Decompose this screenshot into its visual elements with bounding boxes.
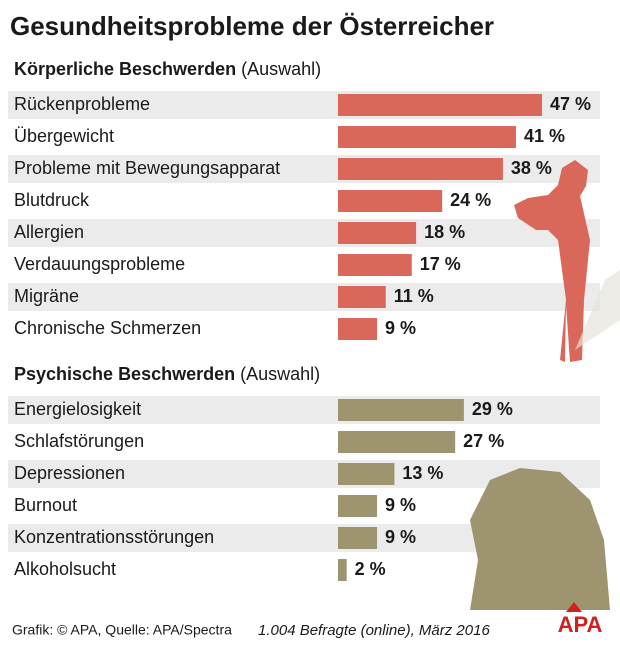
logo: APA <box>558 612 603 637</box>
value-label: 27 % <box>463 431 504 451</box>
chart-subtitle: Psychische Beschwerden (Auswahl) <box>14 364 320 384</box>
subtitle-bold: Psychische Beschwerden <box>14 364 235 384</box>
subtitle-suffix: (Auswahl) <box>236 59 321 79</box>
bar <box>338 126 516 148</box>
category-label: Energielosigkeit <box>14 399 141 419</box>
row-band <box>8 283 600 311</box>
category-label: Burnout <box>14 495 77 515</box>
bar <box>338 254 412 276</box>
value-label: 9 % <box>385 318 416 338</box>
subtitle-suffix: (Auswahl) <box>235 364 320 384</box>
shadow <box>575 270 620 350</box>
bar <box>338 94 542 116</box>
value-label: 38 % <box>511 158 552 178</box>
value-label: 18 % <box>424 222 465 242</box>
row-band <box>8 396 600 424</box>
category-label: Depressionen <box>14 463 125 483</box>
value-label: 47 % <box>550 94 591 114</box>
value-label: 17 % <box>420 254 461 274</box>
logo-mark <box>566 602 582 612</box>
person-silhouette <box>514 160 590 362</box>
value-label: 24 % <box>450 190 491 210</box>
bar <box>338 463 395 485</box>
bar <box>338 158 503 180</box>
source: Grafik: © APA, Quelle: APA/Spectra <box>12 622 232 638</box>
category-label: Probleme mit Bewegungsapparat <box>14 158 280 178</box>
category-label: Verdauungsprobleme <box>14 254 185 274</box>
chart-subtitle: Körperliche Beschwerden (Auswahl) <box>14 59 321 79</box>
value-label: 11 % <box>394 286 434 306</box>
category-label: Übergewicht <box>14 126 114 146</box>
category-label: Schlafstörungen <box>14 431 144 451</box>
bar <box>338 495 378 517</box>
row-band <box>8 219 600 247</box>
category-label: Chronische Schmerzen <box>14 318 201 338</box>
value-label: 2 % <box>355 559 386 579</box>
subtitle-bold: Körperliche Beschwerden <box>14 59 236 79</box>
category-label: Alkoholsucht <box>14 559 116 579</box>
category-label: Migräne <box>14 286 79 306</box>
note: 1.004 Befragte (online), März 2016 <box>258 622 490 639</box>
bar <box>338 222 417 244</box>
bar <box>338 431 456 453</box>
bar <box>338 527 378 549</box>
value-label: 9 % <box>385 495 416 515</box>
page-title: Gesundheitsprobleme der Österreicher <box>10 11 494 41</box>
bar <box>338 559 347 581</box>
bar <box>338 190 443 212</box>
category-label: Allergien <box>14 222 84 242</box>
bar <box>338 286 386 308</box>
bar <box>338 399 464 421</box>
value-label: 41 % <box>524 126 565 146</box>
bar <box>338 318 378 340</box>
value-label: 29 % <box>472 399 513 419</box>
value-label: 13 % <box>402 463 443 483</box>
value-label: 9 % <box>385 527 416 547</box>
category-label: Blutdruck <box>14 190 90 210</box>
head-silhouette <box>470 468 610 610</box>
category-label: Konzentrationsstörungen <box>14 527 214 547</box>
category-label: Rückenprobleme <box>14 94 150 114</box>
